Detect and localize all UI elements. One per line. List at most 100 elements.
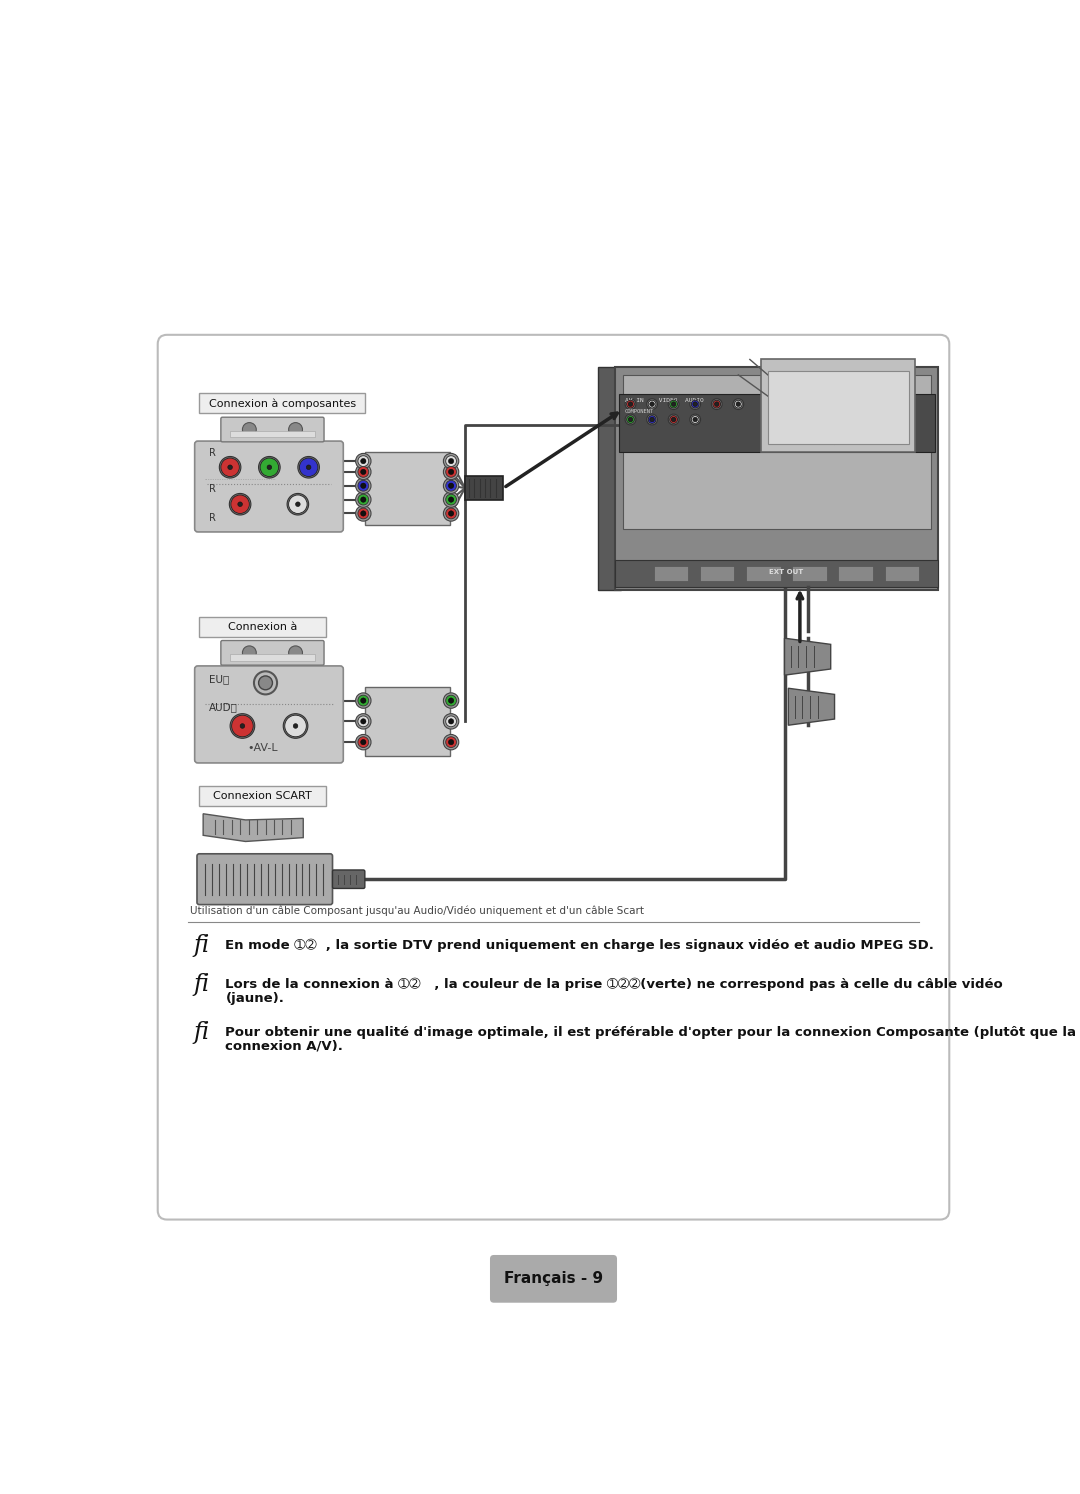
- Text: fi: fi: [193, 1020, 210, 1044]
- FancyBboxPatch shape: [220, 641, 324, 665]
- Circle shape: [355, 492, 372, 508]
- Text: AV IN    VIDEO  AUDIO: AV IN VIDEO AUDIO: [625, 397, 704, 403]
- Circle shape: [355, 714, 372, 729]
- Circle shape: [690, 414, 701, 424]
- Circle shape: [267, 465, 272, 469]
- Circle shape: [444, 465, 459, 480]
- Circle shape: [446, 495, 457, 505]
- Circle shape: [357, 695, 368, 707]
- Circle shape: [357, 716, 368, 726]
- Text: Connexion à composantes: Connexion à composantes: [208, 397, 355, 408]
- Circle shape: [669, 399, 679, 409]
- Circle shape: [307, 465, 311, 469]
- FancyBboxPatch shape: [194, 666, 343, 763]
- Circle shape: [355, 506, 372, 521]
- Circle shape: [648, 400, 656, 408]
- Circle shape: [691, 400, 699, 408]
- Circle shape: [446, 456, 457, 466]
- FancyBboxPatch shape: [158, 335, 949, 1219]
- Bar: [230, 654, 314, 660]
- Text: Utilisation d'un câble Composant jusqu'au Audio/Vidéo uniquement et d'un câble S: Utilisation d'un câble Composant jusqu'a…: [190, 905, 644, 916]
- Circle shape: [258, 457, 280, 478]
- Text: Connexion SCART: Connexion SCART: [214, 790, 312, 801]
- Bar: [465, 475, 503, 500]
- FancyBboxPatch shape: [333, 870, 365, 889]
- FancyBboxPatch shape: [490, 1255, 617, 1303]
- Bar: [619, 394, 934, 451]
- Circle shape: [355, 478, 372, 493]
- Circle shape: [629, 417, 633, 421]
- Circle shape: [444, 693, 459, 708]
- Circle shape: [294, 723, 298, 728]
- Circle shape: [357, 481, 368, 492]
- Text: fi: fi: [193, 973, 210, 996]
- Circle shape: [448, 740, 454, 746]
- Circle shape: [355, 465, 372, 480]
- Circle shape: [693, 417, 698, 421]
- Circle shape: [355, 735, 372, 750]
- Polygon shape: [784, 638, 831, 675]
- Text: connexion A/V).: connexion A/V).: [226, 1040, 343, 1052]
- Circle shape: [647, 399, 658, 409]
- Circle shape: [733, 399, 744, 409]
- Circle shape: [288, 495, 307, 514]
- Circle shape: [672, 402, 676, 406]
- FancyBboxPatch shape: [200, 786, 326, 807]
- Circle shape: [260, 459, 279, 477]
- Bar: [365, 687, 449, 756]
- Circle shape: [446, 466, 457, 477]
- Text: Lors de la connexion à ➀➁   , la couleur de la prise ➀➁➁(verte) ne correspond pa: Lors de la connexion à ➀➁ , la couleur d…: [226, 977, 1003, 991]
- Text: R: R: [210, 484, 216, 495]
- Circle shape: [283, 714, 308, 738]
- Text: (jaune).: (jaune).: [226, 992, 284, 1004]
- Polygon shape: [203, 814, 303, 841]
- Bar: [700, 566, 734, 581]
- Circle shape: [648, 415, 656, 423]
- Circle shape: [448, 483, 454, 489]
- Circle shape: [446, 508, 457, 518]
- Circle shape: [625, 399, 636, 409]
- Circle shape: [361, 698, 366, 704]
- Circle shape: [299, 459, 318, 477]
- Circle shape: [669, 414, 679, 424]
- Circle shape: [357, 508, 368, 518]
- Circle shape: [647, 414, 658, 424]
- Circle shape: [448, 459, 454, 463]
- Circle shape: [448, 698, 454, 704]
- Circle shape: [231, 495, 249, 514]
- Circle shape: [444, 735, 459, 750]
- Bar: [598, 368, 621, 590]
- Circle shape: [228, 465, 232, 469]
- Bar: [653, 566, 688, 581]
- Circle shape: [444, 478, 459, 493]
- Bar: [616, 368, 939, 590]
- Bar: [365, 451, 449, 524]
- Circle shape: [287, 493, 309, 515]
- Circle shape: [446, 716, 457, 726]
- Circle shape: [713, 400, 720, 408]
- Circle shape: [361, 740, 366, 746]
- Circle shape: [361, 459, 366, 463]
- Circle shape: [296, 502, 300, 506]
- Circle shape: [446, 695, 457, 707]
- Bar: [768, 371, 909, 444]
- Circle shape: [242, 645, 256, 660]
- Circle shape: [357, 495, 368, 505]
- Circle shape: [355, 693, 372, 708]
- FancyBboxPatch shape: [200, 393, 365, 414]
- Circle shape: [650, 402, 654, 406]
- Circle shape: [446, 481, 457, 492]
- Circle shape: [735, 402, 741, 406]
- Circle shape: [625, 414, 636, 424]
- Circle shape: [219, 457, 241, 478]
- Text: En mode ➀➁  , la sortie DTV prend uniquement en charge les signaux vidéo et audi: En mode ➀➁ , la sortie DTV prend uniquem…: [226, 938, 934, 952]
- Text: EU：: EU：: [210, 674, 230, 684]
- Circle shape: [288, 645, 302, 660]
- Circle shape: [258, 675, 272, 690]
- Circle shape: [444, 492, 459, 508]
- Circle shape: [254, 671, 278, 695]
- Circle shape: [230, 714, 255, 738]
- Circle shape: [288, 423, 302, 436]
- Text: R: R: [210, 512, 216, 523]
- Circle shape: [355, 453, 372, 469]
